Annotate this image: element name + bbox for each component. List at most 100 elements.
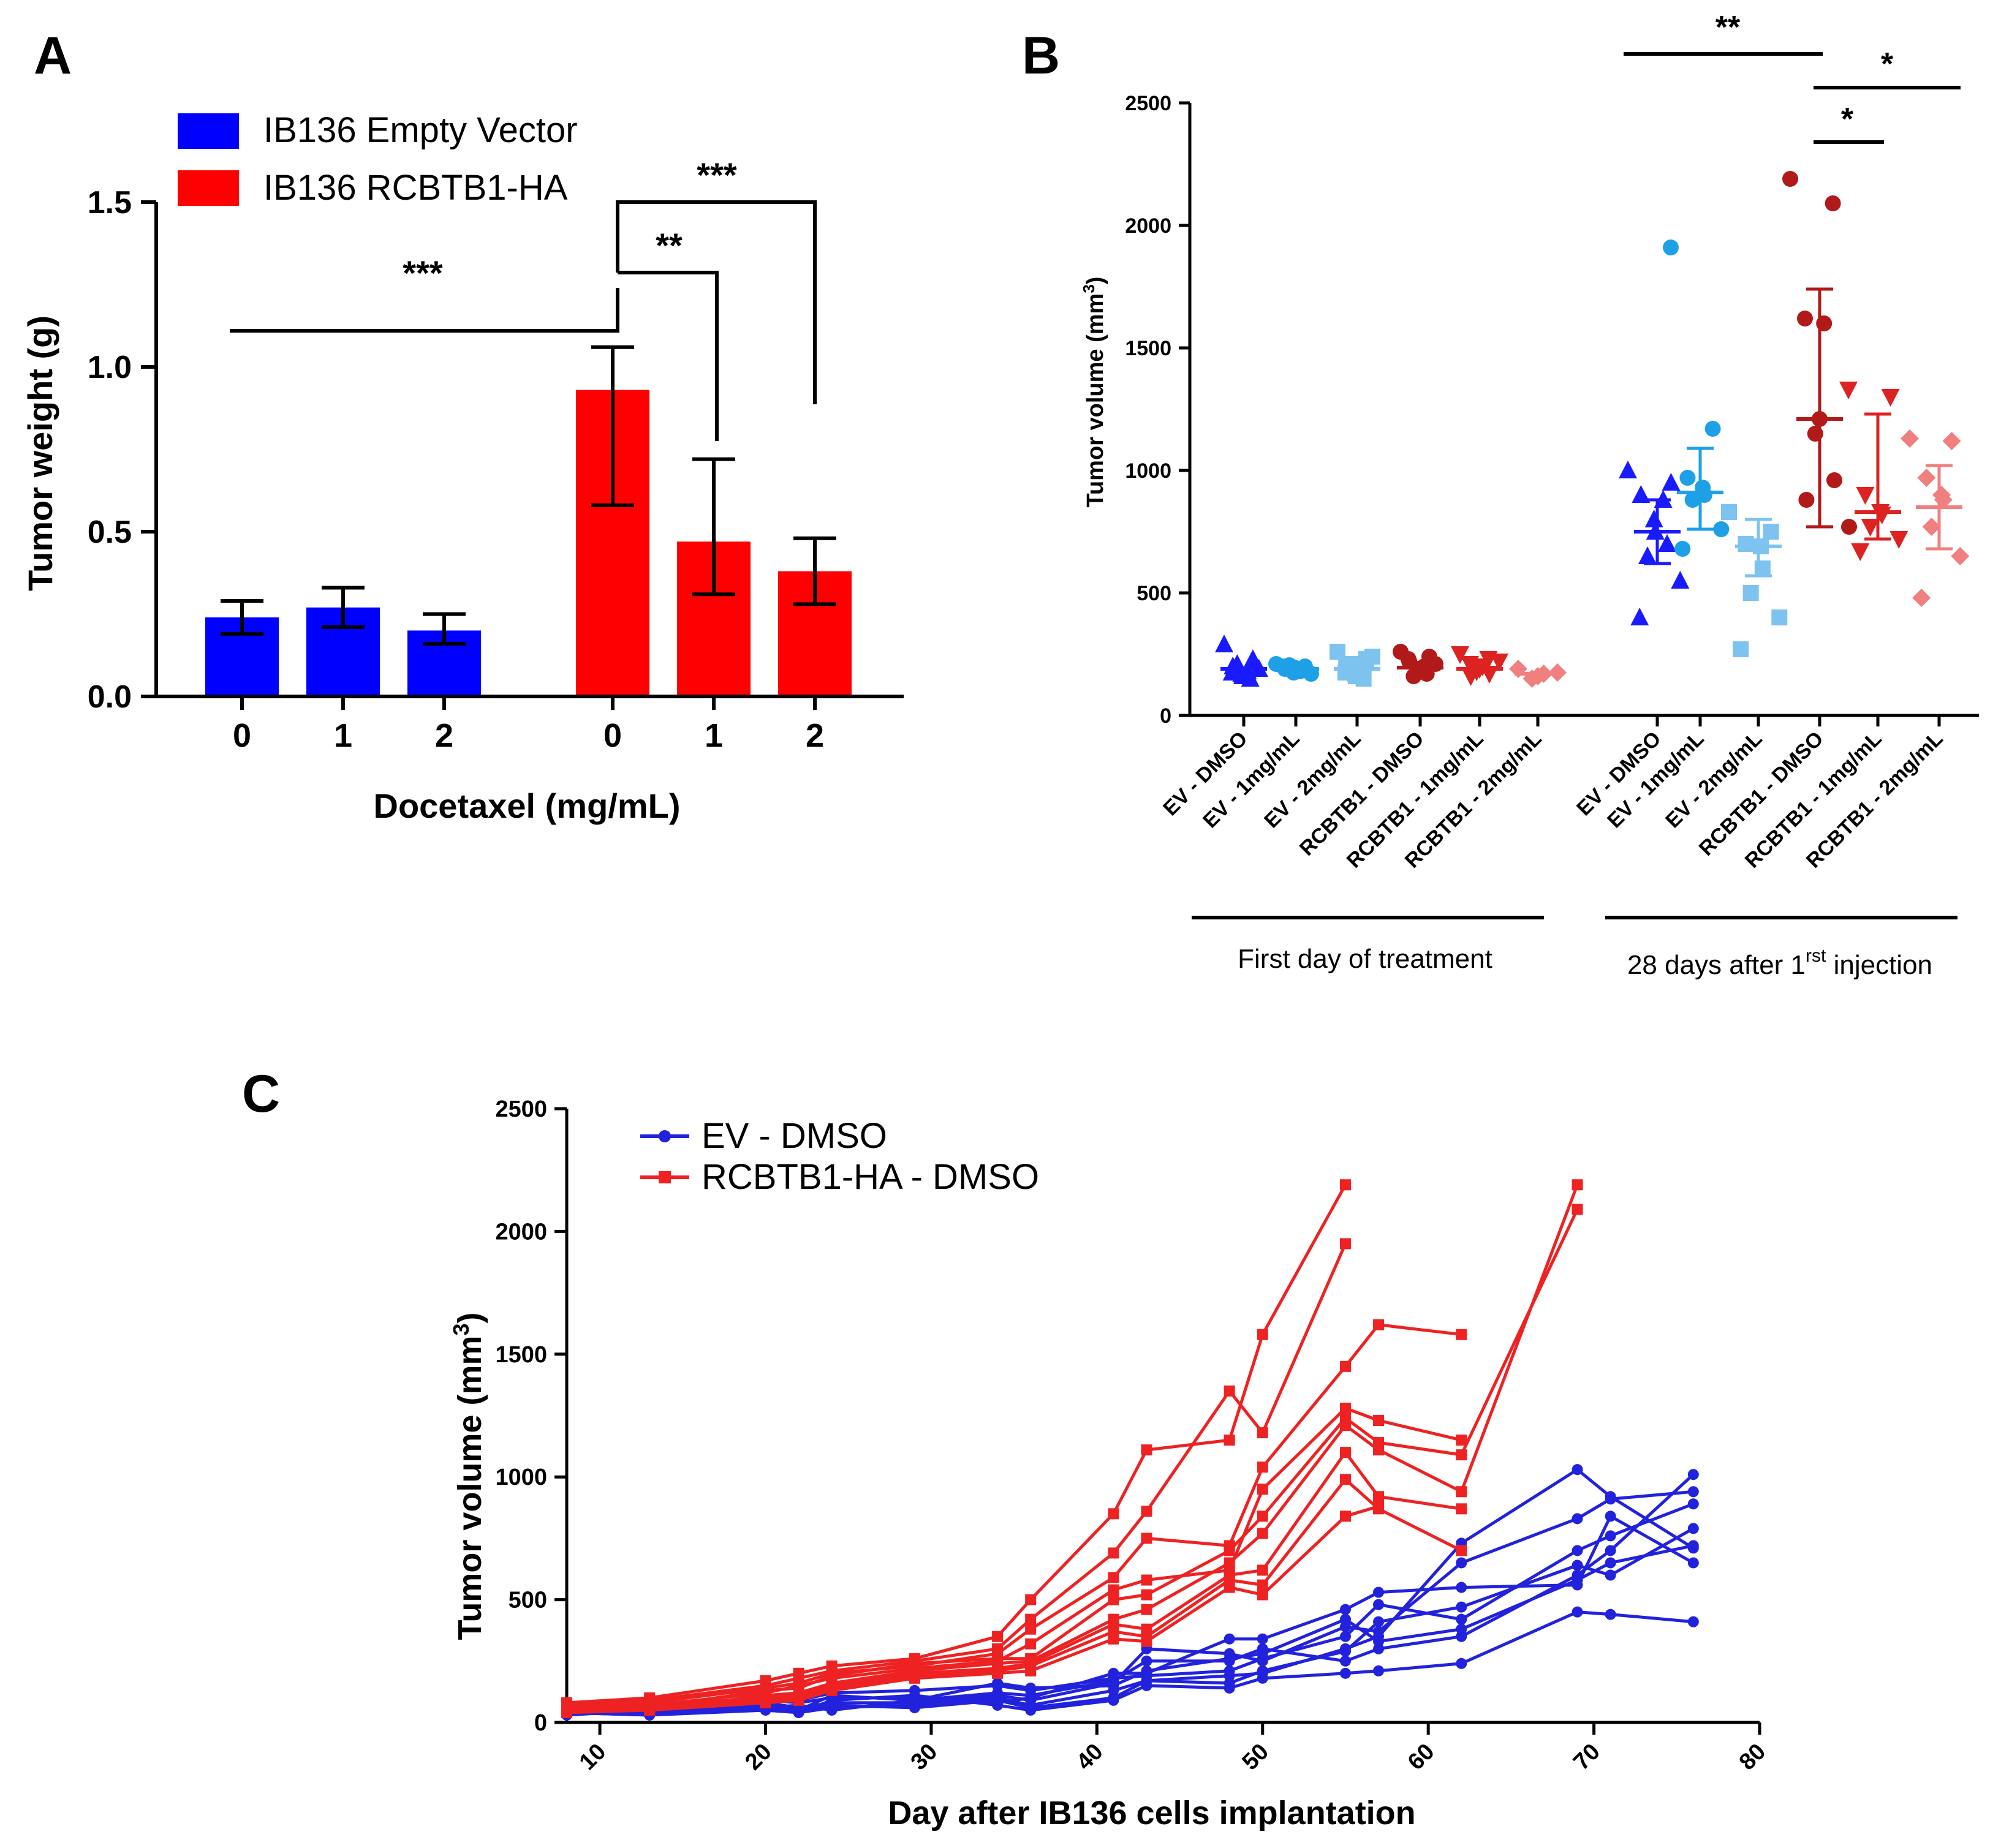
data-point	[1572, 1464, 1583, 1476]
data-point	[1141, 1506, 1152, 1517]
data-point	[1687, 1469, 1699, 1480]
significance-label: ***	[403, 254, 443, 292]
data-point	[1619, 461, 1637, 478]
legend-marker-ev	[659, 1130, 671, 1142]
data-point	[1713, 521, 1730, 537]
data-point	[1456, 1449, 1467, 1461]
data-point	[1684, 492, 1701, 508]
data-point	[992, 1677, 1004, 1689]
data-point	[1339, 1510, 1351, 1522]
data-point	[1456, 1557, 1467, 1569]
axes	[1179, 101, 1979, 726]
data-point	[1373, 1665, 1385, 1676]
y-tick-label: 1000	[1125, 459, 1171, 483]
data-point	[1224, 1545, 1235, 1556]
data-point	[1373, 1444, 1385, 1456]
data-point	[1456, 1435, 1467, 1446]
data-point	[1241, 669, 1260, 687]
data-point	[1224, 1665, 1235, 1676]
data-point	[1456, 1503, 1467, 1515]
data-point	[992, 1631, 1004, 1642]
data-point	[1456, 1329, 1467, 1340]
data-point	[1797, 311, 1813, 326]
series-lines	[561, 1179, 1699, 1721]
x-tick-label: 0	[603, 717, 622, 754]
data-point	[1276, 658, 1292, 674]
data-point	[1257, 1461, 1268, 1473]
data-point	[1339, 1643, 1351, 1654]
x-tick-label: 2	[435, 717, 453, 754]
series-line	[566, 1473, 1695, 1717]
y-tick-label: 0.5	[88, 515, 132, 550]
data-point	[1687, 1557, 1699, 1569]
data-point	[1339, 1604, 1351, 1615]
data-point	[1224, 1385, 1235, 1397]
bracket-line	[230, 288, 619, 333]
significance-label: *	[1841, 102, 1854, 137]
data-point	[1782, 171, 1798, 187]
legend-swatch-rcbtb1	[178, 170, 239, 206]
y-tick-label: 2500	[1125, 92, 1171, 115]
data-point	[1427, 656, 1443, 672]
data-point	[1257, 1510, 1268, 1522]
data-point	[1704, 421, 1721, 437]
y-tick-label: 2500	[495, 1096, 547, 1122]
data-point	[1679, 470, 1696, 486]
data-point	[1733, 641, 1749, 657]
data-point	[1373, 1415, 1385, 1427]
data-point	[1456, 1613, 1467, 1625]
data-point	[1490, 654, 1508, 671]
significance-brackets: ****	[1624, 10, 1961, 144]
data-point	[1141, 1444, 1152, 1456]
data-point	[1215, 635, 1233, 652]
data-point	[1141, 1665, 1152, 1676]
significance-label: *	[1881, 47, 1894, 82]
data-point	[1658, 534, 1676, 552]
x-tick-label: 0	[233, 717, 251, 754]
data-point	[826, 1704, 838, 1716]
data-point	[1224, 1582, 1235, 1593]
data-point	[1224, 1653, 1235, 1664]
data-point	[1025, 1665, 1037, 1676]
data-point	[1456, 1545, 1467, 1556]
x-axis-label: Day after IB136 cells implantation	[888, 1795, 1415, 1831]
data-point	[1257, 1648, 1268, 1659]
data-point	[1825, 195, 1841, 211]
data-point	[561, 1704, 572, 1716]
data-point	[1337, 665, 1353, 681]
data-point	[909, 1694, 920, 1706]
data-point	[1638, 546, 1657, 564]
data-point	[1856, 487, 1875, 505]
data-point	[1141, 1533, 1152, 1544]
data-point	[1257, 1672, 1268, 1684]
data-point	[1630, 608, 1649, 625]
data-point	[1257, 1427, 1268, 1439]
data-point	[1687, 1498, 1699, 1510]
data-point	[1605, 1530, 1616, 1542]
series-line	[566, 1514, 1695, 1714]
group-label-28-days: 28 days after 1rst injection	[1627, 946, 1932, 980]
y-tick-label: 1.0	[88, 350, 132, 385]
significance-label: ***	[697, 156, 737, 194]
data-point	[1257, 1589, 1268, 1601]
data-point	[1605, 1545, 1616, 1556]
x-tick-labels: 0 1 2 0 1 2	[233, 717, 824, 754]
data-point	[644, 1704, 656, 1716]
data-point	[1687, 1523, 1699, 1534]
legend: IB136 Empty Vector IB136 RCBTB1-HA	[178, 110, 578, 208]
data-point	[909, 1684, 920, 1696]
legend-label-rcbtb1: IB136 RCBTB1-HA	[263, 168, 568, 208]
data-point	[1108, 1547, 1119, 1559]
x-tick-label: 1	[705, 717, 723, 754]
data-point	[1257, 1484, 1268, 1495]
y-axis-label: Tumor weight (g)	[21, 315, 59, 591]
data-point	[1373, 1586, 1385, 1598]
data-point	[1456, 1658, 1467, 1669]
data-point	[1572, 1545, 1583, 1556]
data-point	[1257, 1564, 1268, 1576]
data-point	[1373, 1599, 1385, 1610]
legend-label-empty-vector: IB136 Empty Vector	[263, 110, 578, 150]
data-point	[793, 1704, 804, 1716]
y-tick-label: 500	[509, 1588, 547, 1613]
